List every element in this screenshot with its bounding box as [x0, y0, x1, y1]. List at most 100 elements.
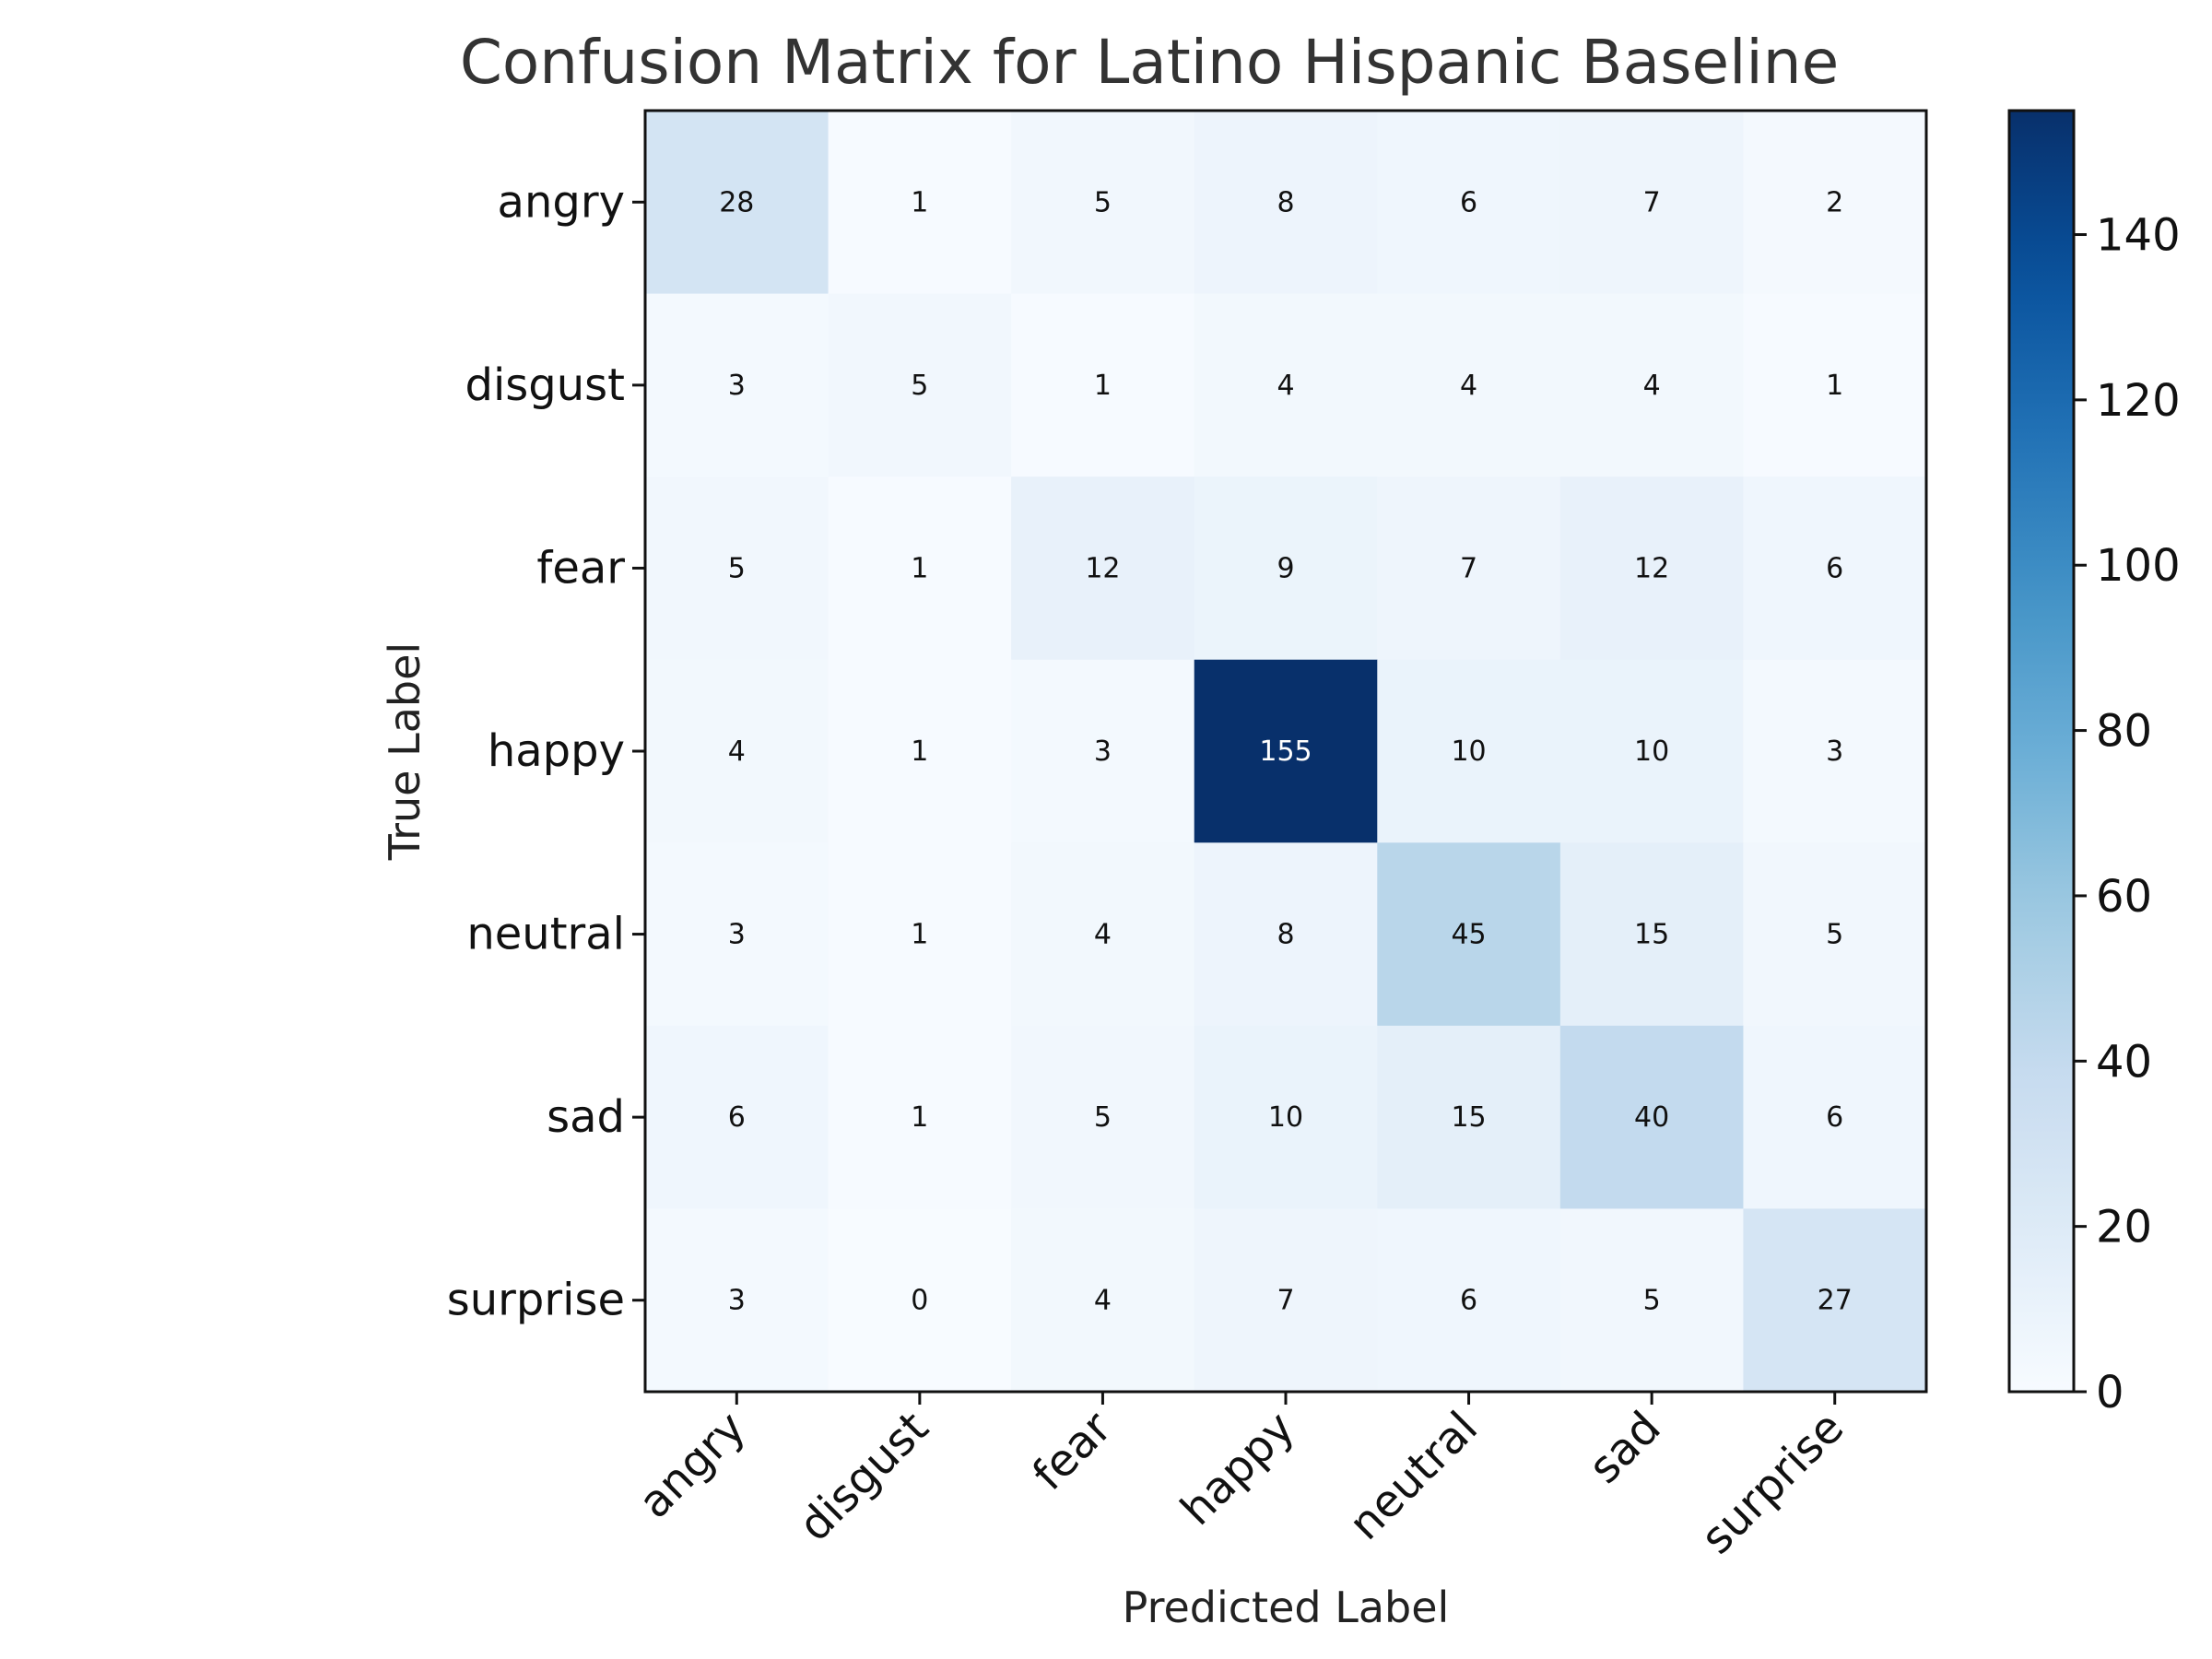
heatmap-cell: [1743, 1025, 1927, 1209]
cell-value-label: 3: [1826, 735, 1843, 768]
cell-value-label: 1: [1094, 370, 1112, 402]
y-tick-label: neutral: [466, 909, 625, 960]
heatmap-cell: [1011, 1208, 1195, 1393]
x-tick-label: neutral: [1339, 1402, 1488, 1550]
cell-value-label: 6: [1826, 552, 1843, 584]
heatmap-cell: [1194, 1208, 1378, 1393]
y-axis-ticks: angry disgust fear happy neutral sad surprise: [447, 176, 645, 1326]
heatmap-cell: [1194, 293, 1378, 477]
colorbar-ticks: 0 20 40 60 80 100 120 140: [2074, 210, 2181, 1418]
heatmap-cell: [1377, 1208, 1561, 1393]
heatmap-cell: [645, 293, 830, 477]
heatmap-cell: [1194, 477, 1378, 661]
heatmap-cell: [1194, 842, 1378, 1027]
y-tick-label: surprise: [447, 1275, 625, 1326]
cell-value-label: 4: [1094, 1285, 1112, 1317]
heatmap-cell: [1011, 293, 1195, 477]
cell-value-label: 8: [1277, 186, 1294, 218]
cell-value-label: 12: [1634, 552, 1669, 584]
heatmap-cell: [1743, 293, 1927, 477]
y-tick-label: sad: [547, 1091, 625, 1143]
heatmap-cell: [645, 842, 830, 1027]
cell-value-label: 1: [911, 1101, 928, 1134]
heatmap-cell: [1011, 477, 1195, 661]
heatmap-cell: [1559, 111, 1744, 295]
cell-value-label: 3: [728, 919, 746, 951]
cell-value-label: 5: [1094, 1101, 1112, 1134]
x-axis-ticks: angry disgust fear happy neutral sad surprise: [629, 1392, 1853, 1564]
x-tick-label: fear: [1023, 1402, 1122, 1500]
colorbar-tick-label: 80: [2096, 706, 2152, 758]
cell-value-label: 7: [1277, 1285, 1294, 1317]
chart-title: Confusion Matrix for Latino Hispanic Bas…: [460, 27, 1839, 98]
cell-value-label: 4: [1277, 370, 1294, 402]
colorbar-tick-label: 20: [2096, 1202, 2152, 1253]
heatmap-cell: [1377, 659, 1561, 843]
cell-value-label: 27: [1818, 1285, 1853, 1317]
cell-value-label: 0: [911, 1285, 928, 1317]
heatmap-cell: [828, 1208, 1012, 1393]
heatmap-cell: [828, 111, 1012, 295]
cell-value-label: 7: [1643, 186, 1661, 218]
heatmap-cell: [645, 1025, 830, 1209]
colorbar-tick-label: 100: [2096, 540, 2181, 592]
heatmap-cell: [828, 477, 1012, 661]
heatmap-cell: [1377, 111, 1561, 295]
heatmap-cell: [1559, 1025, 1744, 1209]
heatmap-cell: [645, 477, 830, 661]
cell-value-label: 3: [728, 1285, 746, 1317]
colorbar-tick-label: 40: [2096, 1036, 2152, 1088]
cell-value-label: 6: [1826, 1101, 1843, 1134]
colorbar-tick-label: 140: [2096, 210, 2181, 262]
cell-value-label: 6: [1460, 1285, 1477, 1317]
cell-value-label: 28: [719, 186, 754, 218]
y-axis-label: True Label: [380, 642, 429, 861]
heatmap-cell: [1743, 111, 1927, 295]
heatmap-cell: [1743, 842, 1927, 1027]
heatmap-cell: [1194, 1025, 1378, 1209]
colorbar-tick-label: 120: [2096, 375, 2181, 427]
heatmap-cells: [645, 111, 1927, 1393]
cell-value-label: 15: [1451, 1101, 1486, 1134]
cell-value-label: 1: [911, 735, 928, 768]
cell-value-label: 9: [1277, 552, 1294, 584]
cell-value-label: 6: [728, 1101, 746, 1134]
cell-value-label: 5: [728, 552, 746, 584]
cell-value-label: 8: [1277, 919, 1294, 951]
heatmap-cell-labels: 28 1 5 8 6 7 23 5 1 4 4 4 15 1 12 9 7 12 64 1 3 155 10 10 33 1 4 8 4…: [719, 186, 1853, 1316]
x-tick-label: angry: [629, 1402, 755, 1528]
heatmap-cell: [1194, 111, 1378, 295]
cell-value-label: 7: [1460, 552, 1477, 584]
cell-value-label: 3: [1094, 735, 1112, 768]
heatmap-cell: [1559, 293, 1744, 477]
heatmap-cell: [1743, 1208, 1927, 1393]
heatmap-cell: [828, 842, 1012, 1027]
cell-value-label: 4: [1094, 919, 1112, 951]
heatmap-cell: [1011, 111, 1195, 295]
cell-value-label: 1: [911, 552, 928, 584]
cell-value-label: 155: [1259, 735, 1312, 768]
colorbar: [2007, 109, 2076, 1394]
heatmap-cell: [1559, 1208, 1744, 1393]
x-axis-label: Predicted Label: [1123, 1583, 1450, 1632]
heatmap-cell: [1559, 659, 1744, 843]
heatmap-cell: [645, 111, 830, 295]
heatmap-cell: [1377, 293, 1561, 477]
y-tick-label: angry: [498, 176, 625, 228]
cell-value-label: 15: [1634, 919, 1669, 951]
cell-value-label: 45: [1451, 919, 1486, 951]
heatmap-cell: [1377, 1025, 1561, 1209]
cell-value-label: 10: [1634, 735, 1669, 768]
heatmap-cell: [645, 1208, 830, 1393]
heatmap-cell: [828, 659, 1012, 843]
heatmap-cell: [828, 1025, 1012, 1209]
cell-value-label: 5: [1094, 186, 1112, 218]
heatmap-cell: [1377, 842, 1561, 1027]
cell-value-label: 10: [1268, 1101, 1303, 1134]
heatmap-cell: [1377, 477, 1561, 661]
cell-value-label: 1: [911, 186, 928, 218]
cell-value-label: 12: [1085, 552, 1120, 584]
colorbar-tick-label: 0: [2096, 1367, 2124, 1418]
